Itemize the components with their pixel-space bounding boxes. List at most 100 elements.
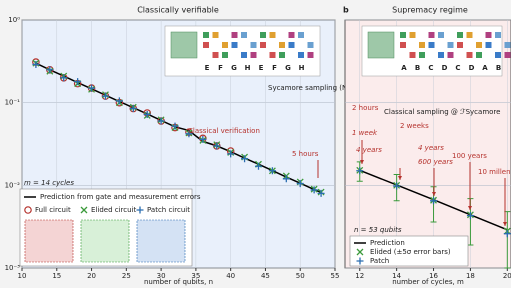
circuit-gate xyxy=(457,42,463,48)
circuit-gate xyxy=(298,52,304,58)
panel-title: Classically verifiable xyxy=(137,6,219,15)
circuit-letter: H xyxy=(245,64,251,72)
qubit-grid xyxy=(367,31,395,59)
y-tick-label: 10⁻² xyxy=(5,181,21,189)
circuit-gate xyxy=(428,42,435,48)
x-tick-label: 50 xyxy=(296,272,305,280)
patch-point xyxy=(60,74,68,82)
circuit-gate xyxy=(231,32,238,38)
x-tick-label: 14 xyxy=(392,272,401,280)
x-tick-label: 18 xyxy=(466,272,475,280)
patch-point xyxy=(254,162,262,170)
prediction-line xyxy=(35,62,322,194)
legend-label: Full circuit xyxy=(35,206,71,214)
x-tick-label: 10 xyxy=(18,272,27,280)
circuit-gate xyxy=(495,52,501,58)
circuit-gate xyxy=(250,52,257,58)
patch-point xyxy=(115,97,123,105)
circuit-gate xyxy=(231,42,238,48)
x-tick-label: 20 xyxy=(87,272,96,280)
circuit-letter: D xyxy=(469,64,475,72)
legend-marker xyxy=(24,206,32,214)
patch-point xyxy=(317,189,325,197)
circuit-letter: E xyxy=(205,64,210,72)
patch-point xyxy=(199,135,207,143)
patch-point xyxy=(129,105,137,113)
y-tick-label: 10⁻³ xyxy=(5,264,21,272)
circuit-gate xyxy=(495,32,501,38)
arrow-head xyxy=(360,160,364,164)
x-tick-label: 30 xyxy=(157,272,166,280)
legend-marker xyxy=(136,206,144,214)
x-tick-label: 20 xyxy=(503,272,511,280)
circuit-letter: A xyxy=(401,64,407,72)
legend-title: n = 53 qubits xyxy=(354,226,402,234)
circuit-gate xyxy=(307,42,314,48)
patch-point xyxy=(157,117,165,125)
annotation: 100 years xyxy=(452,152,487,160)
circuit-gate xyxy=(438,52,444,58)
patch-point xyxy=(268,167,276,175)
circuit-letter: E xyxy=(259,64,264,72)
patch-point xyxy=(213,142,221,150)
annotation: 4 years xyxy=(418,144,444,152)
x-tick-label: 45 xyxy=(261,272,270,280)
annotation: 2 weeks xyxy=(400,122,429,130)
circuit-gate xyxy=(288,32,295,38)
circuit-gate xyxy=(203,42,209,48)
patch-point xyxy=(356,167,364,175)
circuit-grid-icon xyxy=(80,219,130,263)
circuit-gate xyxy=(419,52,425,58)
x-tick-label: 12 xyxy=(355,272,364,280)
circuit-letter: C xyxy=(428,64,433,72)
patch-point xyxy=(296,180,304,188)
legend-label: Patch xyxy=(370,257,389,265)
legend-label: Elided circuit xyxy=(91,206,136,214)
circuit-gate xyxy=(485,42,492,48)
patch-point xyxy=(430,197,438,205)
circuit-gate xyxy=(241,52,247,58)
circuit-gate xyxy=(438,32,444,38)
circuit-gate xyxy=(447,52,454,58)
circuit-gate xyxy=(504,42,511,48)
x-tick-label: 16 xyxy=(429,272,438,280)
panel: Classically verifiable number of qubits, … xyxy=(5,6,423,287)
circuit-letter: B xyxy=(415,64,420,72)
x-axis-label: number of qubits, n xyxy=(144,278,213,286)
x-axis-label: number of cycles, m xyxy=(392,278,464,286)
annotation: 10 millennia xyxy=(478,168,511,176)
x-tick-label: 25 xyxy=(122,272,131,280)
circuit-gate xyxy=(504,52,511,58)
legend-marker xyxy=(356,248,364,256)
annotation: Classical sampling @ ℱSycamore xyxy=(384,108,500,116)
circuit-gate xyxy=(400,32,406,38)
circuit-gate xyxy=(400,42,406,48)
circuit-gate xyxy=(476,42,482,48)
circuit-letter: G xyxy=(285,64,291,72)
patch-point xyxy=(503,230,511,238)
patch-point xyxy=(310,186,318,194)
circuit-letter: C xyxy=(455,64,460,72)
circuit-letter: F xyxy=(272,64,277,72)
circuit-gate xyxy=(476,52,482,58)
circuit-letter: F xyxy=(218,64,223,72)
y-tick-label: 10⁻¹ xyxy=(5,99,21,107)
annotation: 4 years xyxy=(356,146,382,154)
annotation: 2 hours xyxy=(352,104,379,112)
x-tick-label: 15 xyxy=(52,272,61,280)
circuit-gate xyxy=(260,32,266,38)
circuit-gate xyxy=(222,42,228,48)
arrow-head xyxy=(432,192,436,196)
patch-point xyxy=(143,110,151,118)
patch-point xyxy=(74,78,82,86)
y-tick-label: 10⁰ xyxy=(8,16,20,24)
patch-point xyxy=(282,175,290,183)
circuit-gate xyxy=(409,32,416,38)
legend-marker xyxy=(356,257,364,265)
circuit-letter: G xyxy=(231,64,237,72)
annotation: 1 week xyxy=(352,129,378,137)
circuit-gate xyxy=(485,32,492,38)
circuit-gate xyxy=(269,32,276,38)
panel: Supremacy regime b number of cycles, m 12 14… xyxy=(343,6,511,286)
